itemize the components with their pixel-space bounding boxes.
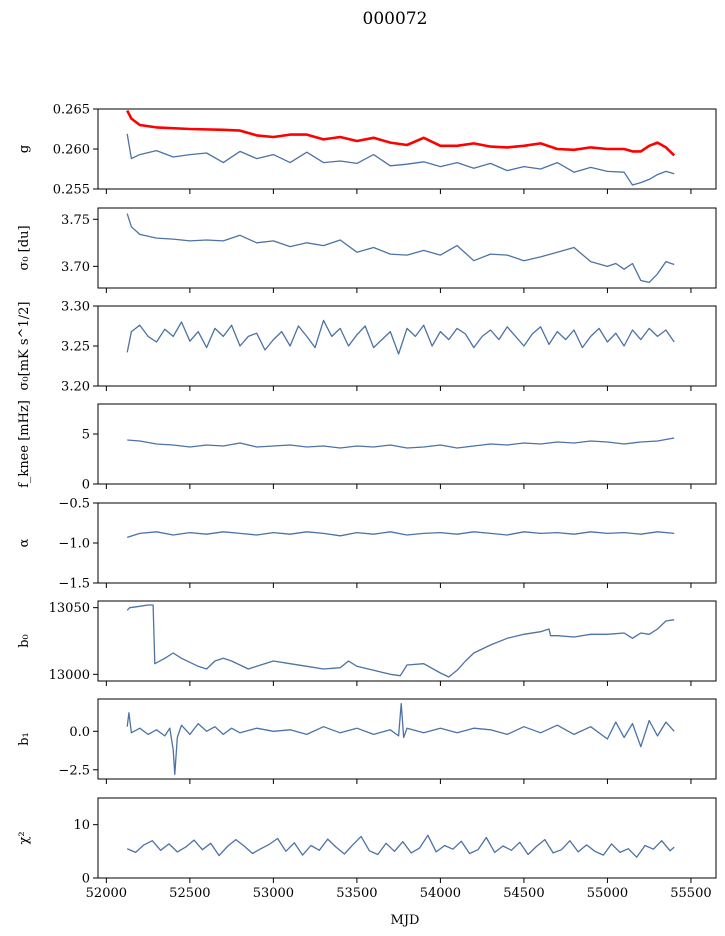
y-axis-label: χ² (17, 831, 32, 844)
x-tick-label: 53500 (336, 886, 377, 901)
y-tick-label: 3.75 (61, 213, 90, 228)
axes-frame (97, 797, 717, 879)
y-axis-label: b₀ (17, 634, 32, 648)
series-line (126, 834, 675, 858)
series-line (126, 213, 675, 284)
y-tick-label: 0 (82, 478, 90, 493)
x-tick-label: 53000 (253, 886, 294, 901)
axes-frame (97, 698, 717, 780)
panel-chi2: 0 10 52000 52500 53000 53500 54000 54500 55000 55… (17, 797, 717, 901)
y-tick-label: 3.25 (61, 340, 90, 355)
y-tick-label: −0.5 (58, 497, 90, 512)
series-line (126, 319, 675, 355)
x-tick-label: 54000 (420, 886, 461, 901)
x-tick-label: 54500 (503, 886, 544, 901)
y-tick-label: 5 (82, 428, 90, 443)
x-tick-label: 55500 (670, 886, 711, 901)
y-tick-label: 0 (82, 872, 90, 887)
y-tick-label: −1.0 (58, 537, 90, 552)
axes-frame (97, 305, 717, 387)
axes-frame (97, 403, 717, 485)
x-tick-label: 52500 (169, 886, 210, 901)
y-axis-label: b₁ (17, 732, 32, 746)
y-tick-label: 10 (73, 818, 90, 833)
series-line (126, 133, 675, 186)
y-tick-label: 0.265 (53, 103, 90, 118)
panel-g: 0.255 0.260 0.265 g (17, 103, 717, 198)
y-tick-label: 0.260 (53, 143, 90, 158)
y-tick-label: 3.20 (61, 380, 90, 395)
y-axis-label: σ₀[mK s^1/2] (17, 302, 32, 391)
y-axis-label: f_knee [mHz] (17, 400, 32, 488)
y-tick-label: 3.70 (61, 260, 90, 275)
series-line (127, 437, 675, 449)
x-axis-label: MJD (391, 913, 420, 928)
y-tick-label: 13000 (49, 668, 90, 683)
y-tick-label: 13050 (49, 601, 90, 616)
y-tick-label: 0.0 (69, 725, 90, 740)
panel-b1: −2.5 0.0 b₁ (17, 698, 717, 784)
panel-fknee: 0 5 f_knee [mHz] (17, 400, 717, 493)
panel-sigma0-du: 3.70 3.75 σ₀ [du] (17, 207, 717, 293)
y-tick-label: −2.5 (58, 763, 90, 778)
highlight-series-line (126, 109, 676, 157)
y-tick-label: 3.30 (61, 300, 90, 315)
y-tick-label: −1.5 (58, 577, 90, 592)
panel-sigma0-mk: 3.20 3.25 3.30 σ₀[mK s^1/2] (17, 300, 717, 395)
figure-title: 000072 (363, 9, 428, 29)
y-tick-label: 0.255 (53, 183, 90, 198)
series-line (126, 702, 675, 776)
series-line (126, 604, 675, 678)
series-line (127, 531, 675, 539)
y-axis-label: g (17, 145, 32, 153)
panel-b0: 13000 13050 b₀ (17, 600, 717, 686)
y-axis-label: σ₀ [du] (17, 225, 32, 270)
panel-alpha: −1.5 −1.0 −0.5 α (17, 497, 717, 592)
y-axis-label: α (17, 538, 32, 547)
x-tick-label: 52000 (86, 886, 127, 901)
axes-frame (97, 502, 717, 584)
axes-frame (97, 207, 717, 289)
axes-frame (97, 600, 717, 682)
x-tick-label: 55000 (587, 886, 628, 901)
